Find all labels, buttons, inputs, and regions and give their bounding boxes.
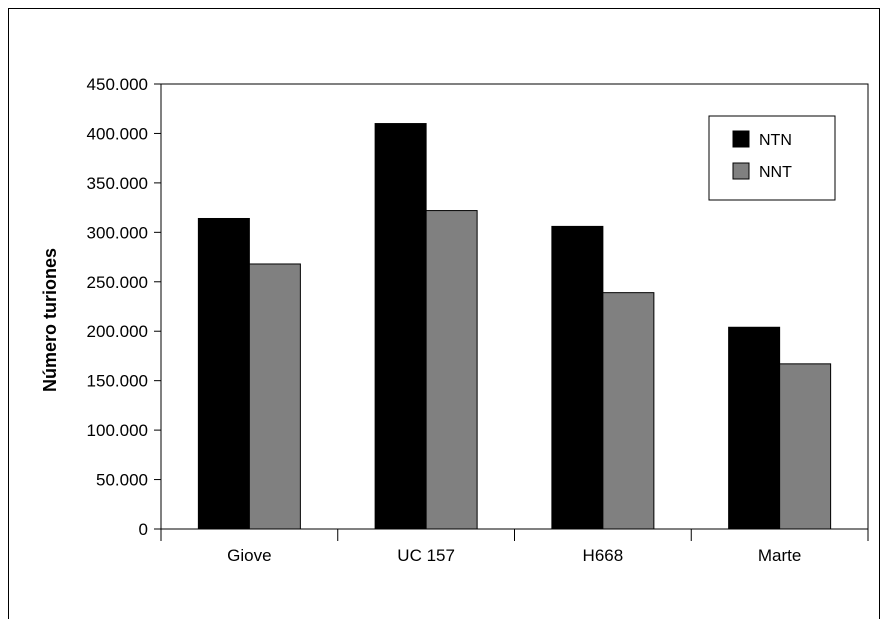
legend: NTN NNT: [708, 115, 836, 201]
y-tick-label: 50.000: [96, 471, 148, 490]
bar-nnt-marte: [779, 363, 832, 530]
bar-ntn-giove: [197, 217, 250, 530]
y-tick-label: 200.000: [87, 322, 148, 341]
x-axis: Giove UC 157 H668 Marte: [160, 529, 869, 565]
bars: [197, 123, 832, 530]
legend-swatch-nnt: [732, 162, 750, 180]
bar-nnt-giove: [248, 263, 301, 530]
legend-swatch-ntn: [732, 130, 750, 148]
bar-ntn-h668: [551, 225, 604, 530]
figure-frame: [8, 8, 880, 619]
y-tick-label: 300.000: [87, 223, 148, 242]
y-tick-label: 250.000: [87, 273, 148, 292]
x-tick-label: H668: [583, 546, 624, 565]
x-tick-label: Giove: [227, 546, 271, 565]
y-tick-label: 400.000: [87, 124, 148, 143]
bar-nnt-uc-157: [425, 210, 478, 530]
x-tick-label: UC 157: [397, 546, 455, 565]
bar-ntn-marte: [728, 326, 781, 530]
bar-nnt-h668: [602, 292, 655, 530]
y-tick-label: 150.000: [87, 372, 148, 391]
x-tick-label: Marte: [758, 546, 801, 565]
y-tick-label: 450.000: [87, 75, 148, 94]
y-axis: 0 50.000 100.000 150.000 200.000 250.000 300.0…: [87, 75, 161, 539]
y-tick-label: 100.000: [87, 421, 148, 440]
legend-label-ntn: NTN: [759, 132, 792, 149]
y-tick-label: 350.000: [87, 174, 148, 193]
y-tick-label: 0: [139, 520, 148, 539]
y-axis-title: Número turiones: [40, 248, 60, 392]
bar-ntn-uc-157: [374, 123, 427, 530]
legend-label-nnt: NNT: [759, 164, 792, 181]
legend-box: [708, 115, 836, 201]
